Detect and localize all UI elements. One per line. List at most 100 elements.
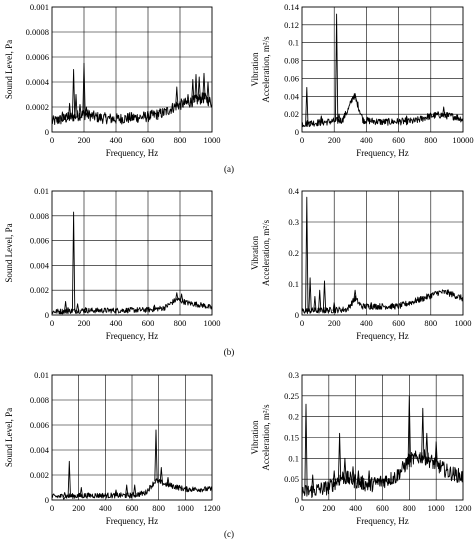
panel-a-right-peak-3 <box>334 13 339 122</box>
panel-c-right-ytick-label: 0 <box>295 495 299 505</box>
panel-b-right-peak-1 <box>308 277 312 312</box>
panel-b-right-peak-0 <box>305 196 309 312</box>
panel-b-left-ytick-label: 0.002 <box>30 285 49 295</box>
panel-c-left-ytick-label: 0.004 <box>30 445 50 455</box>
panel-a-right-peak-5 <box>353 93 357 100</box>
panel-a-left-peak-7 <box>82 62 86 116</box>
panel-b-right-ylabel-line-1: Acceleration, m²/s <box>261 219 271 286</box>
panel-b-left-ytick-label: 0 <box>45 310 49 320</box>
panel-a-right-xtick-label: 10000 <box>452 135 473 145</box>
panel-a-left-xtick-label: 200 <box>78 135 91 145</box>
panel-b-left-xtick-label: 200 <box>78 318 91 328</box>
panel-c-left-ytick-label: 0 <box>45 495 49 505</box>
panel-c-right-peak-2 <box>332 470 336 486</box>
panel-c-left-frame <box>51 374 213 501</box>
panel-c-right-ytick-label: 0.15 <box>284 433 299 443</box>
panel-a-left-ylabel: Sound Level, Pa <box>4 40 14 99</box>
panel-a-right-xtick-label: 600 <box>392 135 405 145</box>
panel-c-right-xtick-label: 1000 <box>428 503 445 513</box>
panel-a-right-peak-9 <box>445 111 449 117</box>
panel-a-left-peak-4 <box>71 69 76 119</box>
panel-b-left-ytick-label: 0.008 <box>30 211 49 221</box>
panel-c-right-ytick-label: 0.1 <box>288 453 299 463</box>
caption-1: (b) <box>224 347 235 357</box>
panel-a-right-xtick-label: 0 <box>300 135 304 145</box>
panel-c-left-xtick-label: 1200 <box>204 503 221 513</box>
panel-c-right-xtick-label: 0 <box>300 503 304 513</box>
panel-c-right-peak-9 <box>421 407 425 459</box>
panel-c-right-peak-6 <box>356 470 361 485</box>
panel-b-left-xtick-label: 800 <box>174 318 187 328</box>
panel-b-right-trace <box>301 289 464 315</box>
panel-a-right-ytick-label: 0.06 <box>284 73 299 83</box>
panel-a-right-trace <box>301 93 464 128</box>
panel-b-left-peak-3 <box>75 303 80 312</box>
panel-b-left-peak-2 <box>71 211 76 312</box>
panel-c-right-ytick-label: 0.05 <box>284 474 299 484</box>
panel-a-left-xtick-label: 1000 <box>204 135 221 145</box>
panel-a-right-peak-7 <box>432 113 436 117</box>
panel-a-left-peak-0 <box>56 116 61 122</box>
panel-b-left-peak-5 <box>152 304 157 311</box>
caption-2: (c) <box>224 529 234 539</box>
panel-a-left-peak-2 <box>64 112 69 120</box>
panel-b-left-ytick-label: 0.006 <box>30 236 49 246</box>
panel-b-left-ytick-label: 0.01 <box>34 186 49 196</box>
panel-b-left-ylabel: Sound Level, Pa <box>4 223 14 282</box>
panel-c-left-peak-1 <box>67 460 71 498</box>
panel-c-right-ytick-label: 0.3 <box>288 370 299 380</box>
panel-c-right-peak-3 <box>337 432 342 482</box>
panel-b-right-xtick-label: 0 <box>300 318 304 328</box>
panel-a-left-ytick-label: 0.0004 <box>26 77 50 87</box>
panel-a-right-ytick-label: 0.14 <box>284 2 300 12</box>
panel-c-left-xtick-label: 0 <box>50 503 54 513</box>
panel-c-right-peak-5 <box>351 466 355 483</box>
panel-a-right-xlabel: Frequency, Hz <box>356 148 408 158</box>
panel-b-right-ylabel-line-0: Vibration <box>250 236 260 270</box>
panel-c-right-ytick-label: 0.25 <box>284 391 299 401</box>
panel-b-left-peak-6 <box>175 292 179 301</box>
panel-a-left-peak-6 <box>78 104 82 117</box>
panel-c-left-peak-2 <box>79 487 83 497</box>
panel-c-left-ytick-label: 0.01 <box>34 370 49 380</box>
panel-c-left-xtick-label: 800 <box>152 503 165 513</box>
panel-c-right-peak-8 <box>407 395 411 463</box>
panel-a-left-peak-12 <box>191 79 195 104</box>
panel-a-right-frame <box>301 6 464 133</box>
panel-c-right-xtick-label: 400 <box>349 503 362 513</box>
panel-a-right-ytick-label: 0.08 <box>284 56 299 66</box>
panel-a-right-ytick-label: 0 <box>295 127 299 137</box>
panel-c-right-ylabel-line-0: Vibration <box>250 420 260 454</box>
panel-b-right-xlabel: Frequency, Hz <box>356 331 408 341</box>
panel-a-left-peak-1 <box>60 111 65 121</box>
panel-b-right-peak-3 <box>318 289 322 312</box>
panel-a-left-xtick-label: 800 <box>174 135 187 145</box>
panel-a-right-ytick-label: 0.12 <box>284 20 299 30</box>
panel-a-left-ytick-label: 0.0002 <box>26 102 49 112</box>
panel-c-right-xtick-label: 200 <box>322 503 335 513</box>
panel-b-right-ytick-label: 0.4 <box>288 186 299 196</box>
panel-a-left-peak-10 <box>175 86 179 108</box>
panel-c-right-peak-1 <box>311 474 315 493</box>
panel-c-right-peak-7 <box>367 470 371 488</box>
panel-b-right-xtick-label: 800 <box>424 318 437 328</box>
panel-b-left-trace <box>51 297 213 315</box>
panel-a-left-xtick-label: 400 <box>110 135 123 145</box>
caption-0: (a) <box>224 164 234 174</box>
panel-b-right-ytick-label: 0.1 <box>288 279 299 289</box>
panel-a-left-peak-16 <box>206 81 210 103</box>
panel-c-left-xtick-label: 600 <box>126 503 139 513</box>
panel-c-left-ytick-label: 0.006 <box>30 420 49 430</box>
panel-b-left-peak-7 <box>179 293 184 302</box>
panel-a-left-xtick-label: 0 <box>50 135 54 145</box>
panel-b-right-peak-7 <box>369 302 373 308</box>
panel-a-left-ytick-label: 0 <box>45 127 49 137</box>
panel-b-left-xlabel: Frequency, Hz <box>106 331 158 341</box>
panel-b-right-peak-6 <box>353 289 357 300</box>
panel-a-right-ylabel-line-1: Acceleration, m²/s <box>261 36 271 103</box>
panel-b-right-peak-5 <box>332 302 336 311</box>
panel-b-right-xtick-label: 200 <box>328 318 341 328</box>
panel-b-right-ytick-label: 0.3 <box>288 217 299 227</box>
panel-a-right-peak-1 <box>308 120 312 125</box>
